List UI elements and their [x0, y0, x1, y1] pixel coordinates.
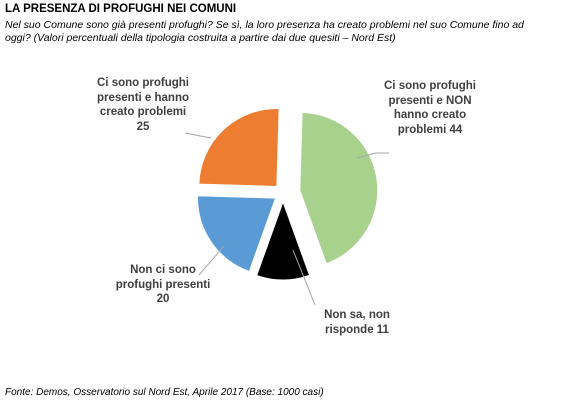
leader-line-problems: [184, 132, 212, 139]
source-note: Fonte: Demos, Osservatorio sul Nord Est,…: [5, 387, 324, 398]
leader-line-no-refugees: [198, 245, 225, 276]
leader-line-no-problems: [356, 152, 389, 159]
slice-label-problems: Ci sono profughi presenti e hanno creato…: [96, 77, 190, 133]
leader-line-dont-know: [292, 249, 316, 306]
slice-label-dont-know: Non sa, non risponde 11: [324, 309, 390, 336]
slice-dont-know: [256, 200, 311, 281]
slice-label-no-refugees: Non ci sono profughi presenti 20: [115, 264, 211, 305]
slice-label-no-problems: Ci sono profughi presenti e NON hanno cr…: [384, 80, 476, 136]
slice-problems: [198, 107, 280, 187]
slice-no-refugees: [197, 195, 277, 273]
chart-title: LA PRESENZA DI PROFUGHI NEI COMUNI: [5, 3, 237, 15]
slice-no-problems: [299, 111, 379, 265]
chart-subtitle: Nel suo Comune sono già presenti profugh…: [5, 19, 524, 44]
